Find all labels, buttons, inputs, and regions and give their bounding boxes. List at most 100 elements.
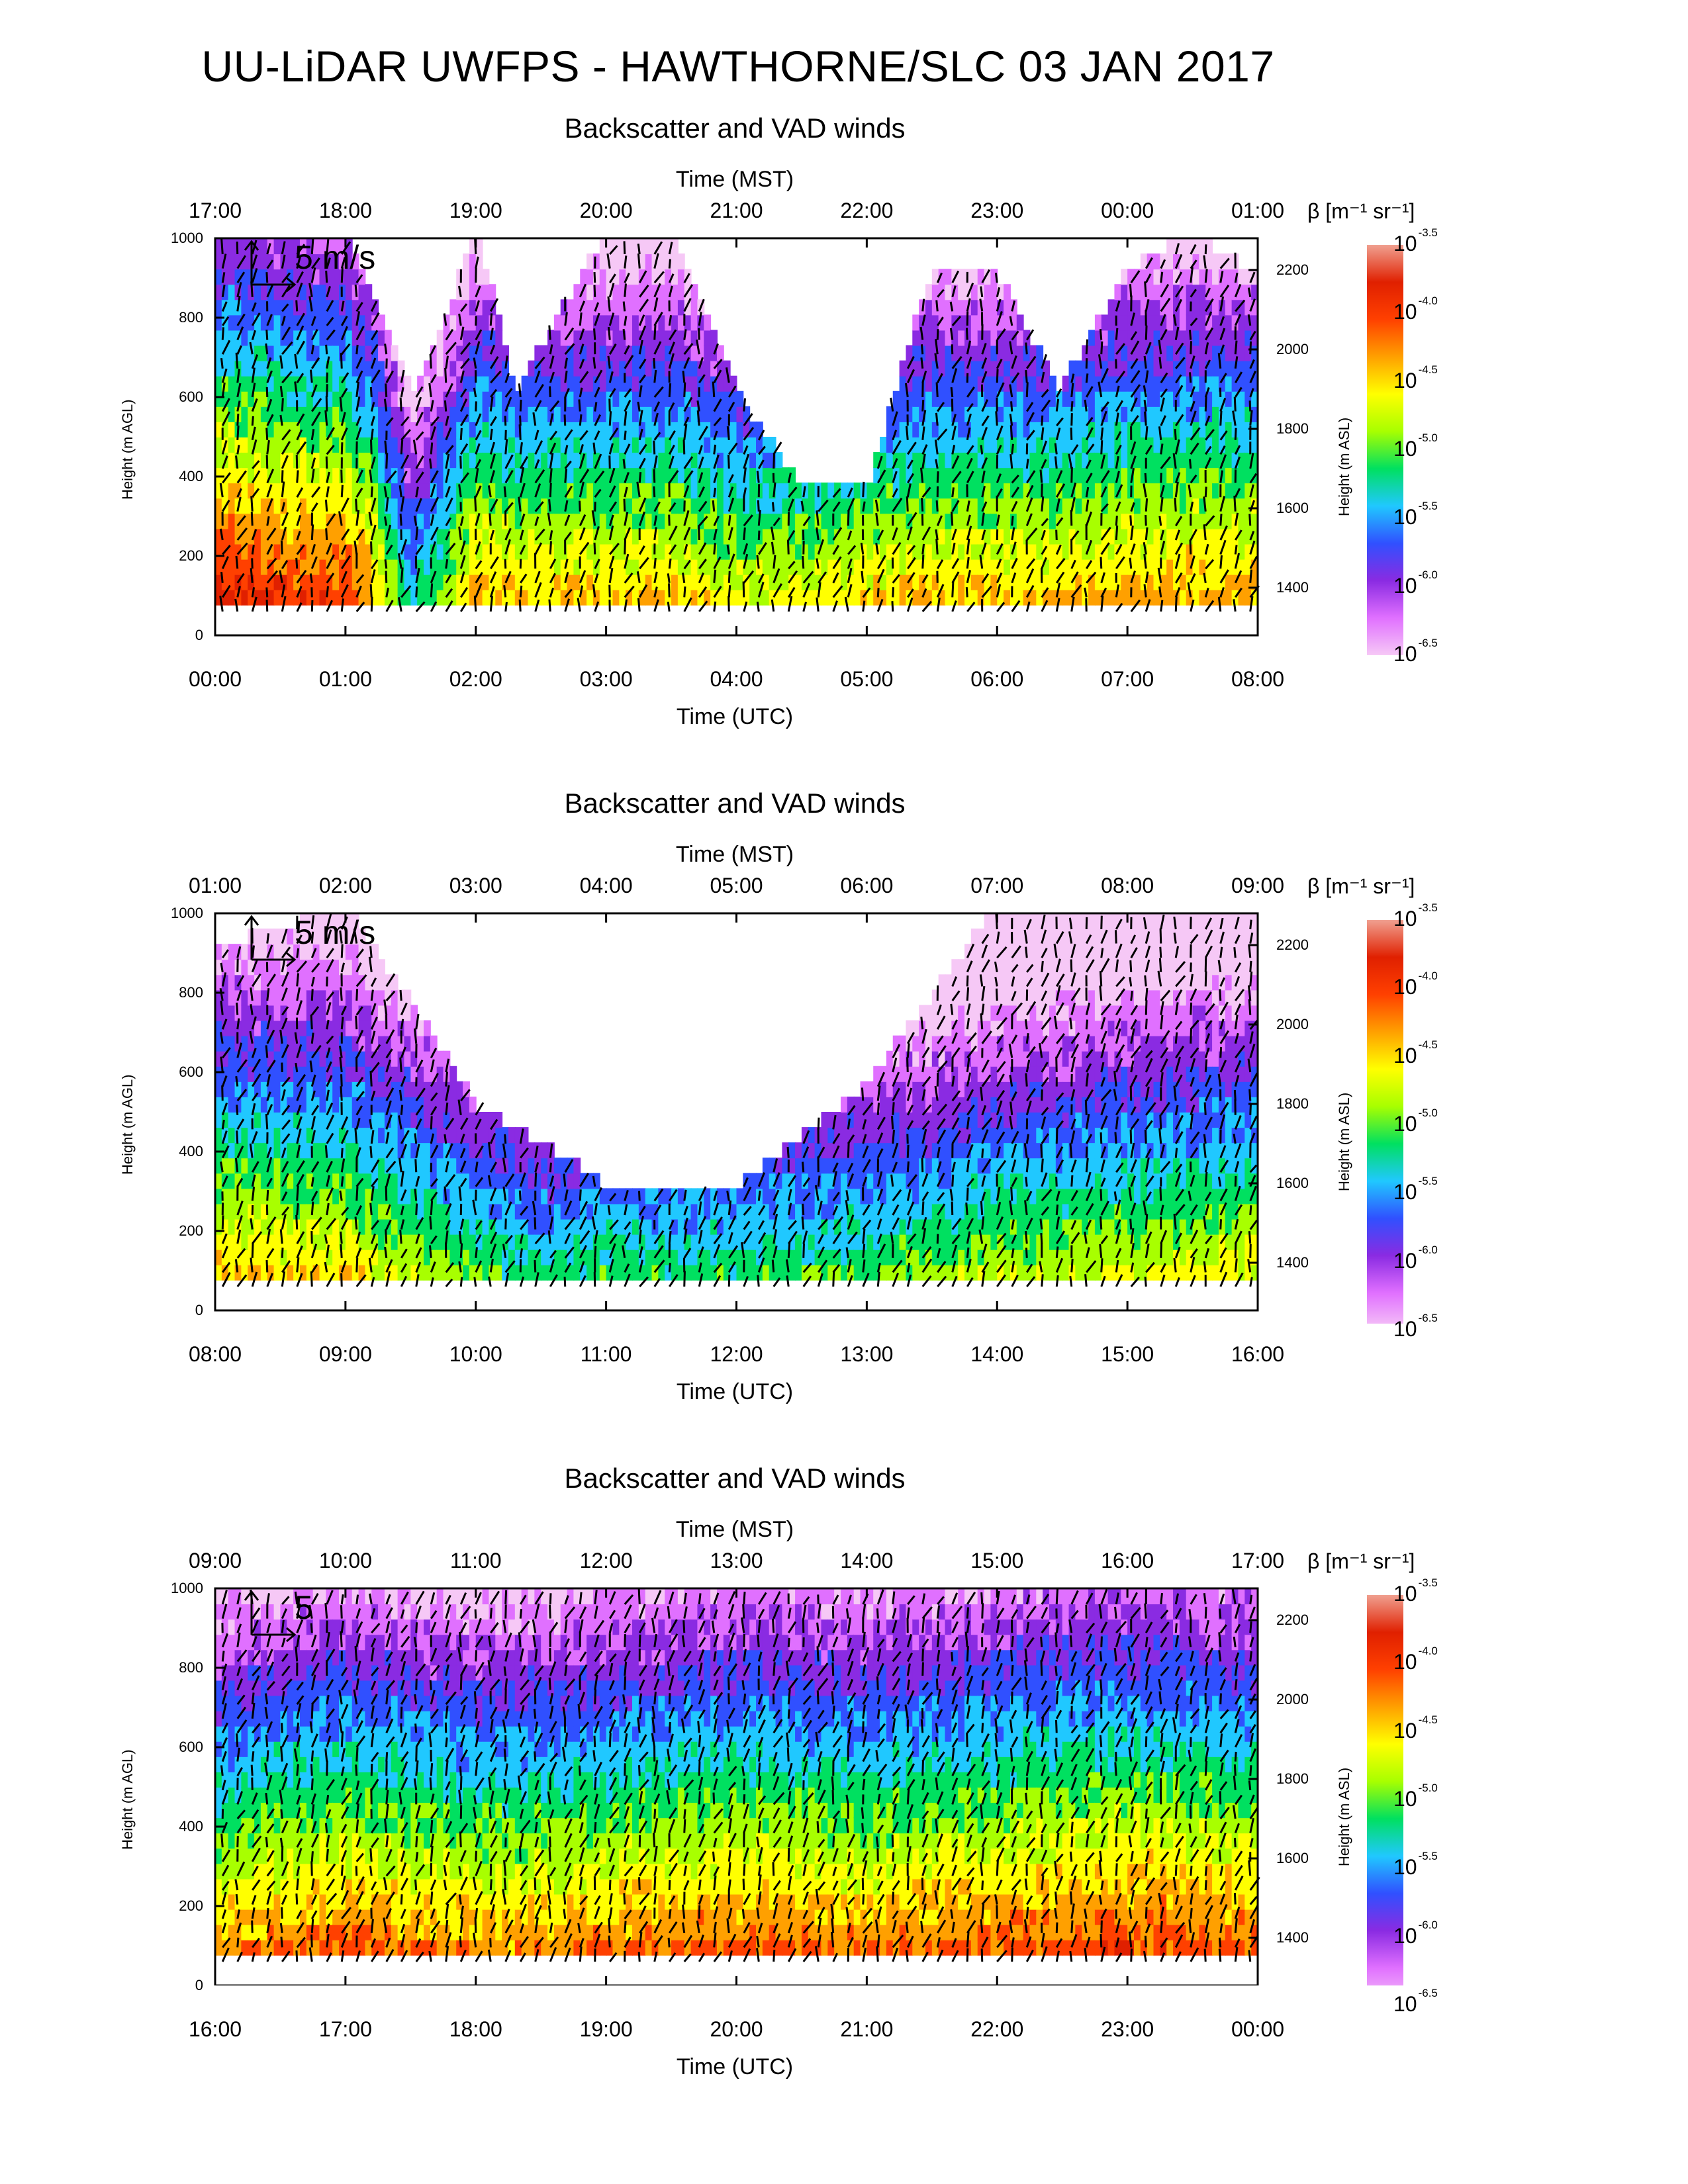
wind-vector <box>639 298 649 312</box>
wind-vector <box>1234 488 1241 498</box>
wind-vector <box>310 556 318 569</box>
wind-vector <box>1234 356 1239 369</box>
heatmap-cell <box>612 437 620 453</box>
wind-vector <box>430 426 436 441</box>
wind-vector <box>1219 539 1227 555</box>
heatmap-cell <box>280 1035 288 1052</box>
heatmap-cell <box>1016 360 1024 377</box>
heatmap-cell <box>1016 498 1024 514</box>
heatmap-cell <box>495 406 503 422</box>
heatmap-cell <box>391 467 399 484</box>
wind-vector <box>1041 427 1045 440</box>
wind-vector <box>1175 357 1186 369</box>
heatmap-cell <box>697 421 705 437</box>
wind-vector <box>430 541 436 555</box>
heatmap-cell <box>1023 421 1031 437</box>
heatmap-cell <box>306 1020 314 1036</box>
wind-vector <box>1130 340 1140 355</box>
heatmap-cell <box>1107 528 1115 545</box>
heatmap-cell <box>1173 467 1180 484</box>
heatmap-cell <box>1212 284 1219 300</box>
heatmap-cell <box>729 406 737 422</box>
wind-vector <box>370 486 373 498</box>
heatmap-cell <box>1238 269 1246 285</box>
heatmap-cell <box>1055 559 1063 575</box>
heatmap-cell <box>299 543 307 560</box>
heatmap-cell <box>1133 498 1141 514</box>
heatmap-cell <box>684 406 692 422</box>
wind-vector <box>1025 513 1033 526</box>
heatmap-cell <box>782 498 790 514</box>
heatmap-cell <box>1244 574 1252 590</box>
wind-vector <box>1130 525 1134 541</box>
wind-vector <box>1174 572 1183 584</box>
heatmap-cell <box>970 498 978 514</box>
wind-vector <box>773 482 776 498</box>
heatmap-cell <box>729 375 737 392</box>
heatmap-cell <box>293 269 301 285</box>
heatmap-cell <box>1036 513 1044 529</box>
heatmap-cell <box>371 543 379 560</box>
heatmap-cell <box>749 559 757 575</box>
heatmap-cell <box>215 1234 222 1250</box>
heatmap-cell <box>586 482 594 499</box>
heatmap-cell <box>592 406 600 422</box>
wind-vector <box>489 416 497 426</box>
heatmap-cell <box>410 589 418 606</box>
heatmap-cell <box>1199 498 1207 514</box>
heatmap-cell <box>306 1127 314 1144</box>
heatmap-cell <box>592 253 600 270</box>
heatmap-cell <box>254 1234 261 1250</box>
heatmap-cell <box>619 238 627 255</box>
heatmap-cell <box>241 1142 249 1159</box>
heatmap-cell <box>312 1005 320 1021</box>
wind-vector <box>607 296 611 312</box>
wind-vector <box>698 486 705 498</box>
heatmap-cell <box>945 390 953 407</box>
heatmap-cell <box>1121 437 1129 453</box>
heatmap-cell <box>1088 513 1096 529</box>
heatmap-cell <box>1036 589 1044 606</box>
wind-vector <box>1219 344 1225 355</box>
heatmap-cell <box>958 467 966 484</box>
heatmap-cell <box>475 589 483 606</box>
heatmap-cell <box>1251 528 1258 545</box>
heatmap-cell <box>1166 437 1174 453</box>
heatmap-cell <box>514 421 522 437</box>
heatmap-cell <box>567 421 575 437</box>
heatmap-cell <box>769 574 776 590</box>
heatmap-cell <box>463 314 470 331</box>
heatmap-cell <box>254 253 261 270</box>
heatmap-cell <box>1244 589 1252 606</box>
wind-vector <box>1098 354 1103 369</box>
heatmap-cell <box>326 1264 334 1281</box>
heatmap-cell <box>1231 528 1239 545</box>
heatmap-cell <box>677 345 685 361</box>
heatmap-cell <box>1121 482 1129 499</box>
wind-vector <box>430 583 434 598</box>
wind-vector <box>996 359 1003 369</box>
heatmap-cell <box>248 959 256 976</box>
wind-vector <box>445 517 452 527</box>
wind-vector <box>1190 474 1197 484</box>
heatmap-cell <box>475 390 483 407</box>
heatmap-cell <box>690 390 698 407</box>
heatmap-cell <box>958 375 966 392</box>
heatmap-cell <box>1094 528 1102 545</box>
wind-vector <box>1189 539 1192 555</box>
heatmap-cell <box>345 375 353 392</box>
heatmap-cell <box>299 1096 307 1113</box>
wind-vector <box>1158 516 1162 526</box>
heatmap-cell <box>919 589 926 606</box>
heatmap-cell <box>489 360 496 377</box>
heatmap-cell <box>312 1035 320 1052</box>
heatmap-cell <box>299 284 307 300</box>
wind-vector <box>281 303 289 312</box>
heatmap-cell <box>1251 559 1258 575</box>
heatmap-cell <box>371 299 379 316</box>
heatmap-cell <box>273 452 281 469</box>
heatmap-cell <box>326 1173 334 1189</box>
wind-vector <box>727 515 731 526</box>
heatmap-cell <box>384 467 392 484</box>
heatmap-cell <box>599 299 607 316</box>
